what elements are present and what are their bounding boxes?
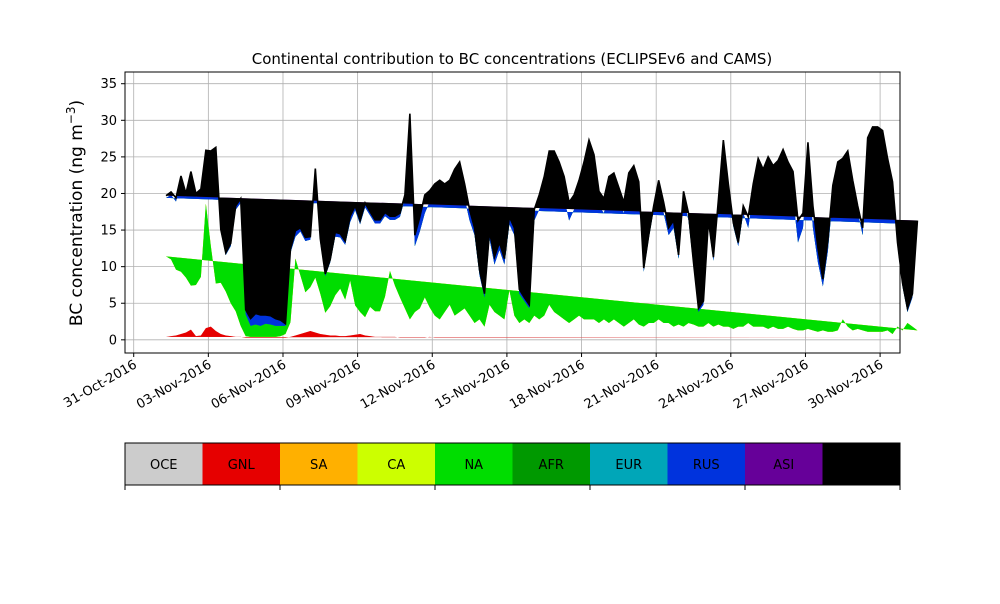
- colorbar-swatch-asi: [745, 443, 823, 485]
- y-tick-label: 30: [100, 114, 117, 129]
- y-tick-label: 20: [100, 187, 117, 202]
- colorbar-swatch-na: [435, 443, 513, 485]
- colorbar-label: GNL: [228, 458, 256, 473]
- colorbar-label: ASI: [773, 458, 794, 473]
- area-na: [166, 203, 918, 337]
- colorbar-swatch-rus: [667, 443, 745, 485]
- colorbar-label: CA: [387, 458, 405, 473]
- y-tick-label: 35: [100, 77, 117, 92]
- colorbar-swatch-oce: [125, 443, 203, 485]
- total-outline: [165, 113, 919, 326]
- colorbar-label: RUS: [693, 458, 720, 473]
- colorbar-swatch-sa: [280, 443, 358, 485]
- colorbar-label: SA: [310, 458, 327, 473]
- y-tick-label: 10: [100, 260, 117, 275]
- y-tick-label: 5: [109, 297, 117, 312]
- y-axis-label: BC concentration (ng m−3): [64, 100, 87, 326]
- y-tick-label: 15: [100, 224, 117, 239]
- colorbar-frame: [124, 442, 901, 486]
- colorbar-swatch-eur: [590, 443, 668, 485]
- y-tick-label: 25: [100, 150, 117, 165]
- area-gnl: [166, 326, 923, 338]
- colorbar: OCE GNL SA CA NA AFR EUR RUS ASI AUS: [124, 442, 901, 490]
- colorbar-swatch-gnl: [202, 443, 280, 485]
- colorbar-label: AUS: [848, 458, 875, 473]
- plot-frame: [124, 71, 901, 354]
- chart-title: Continental contribution to BC concentra…: [252, 50, 773, 68]
- colorbar-swatch-aus: [822, 443, 900, 485]
- colorbar-label: NA: [464, 458, 483, 473]
- colorbar-label: OCE: [150, 458, 178, 473]
- colorbar-label: EUR: [615, 458, 642, 473]
- colorbar-swatch-ca: [357, 443, 435, 485]
- colorbar-swatch-afr: [512, 443, 590, 485]
- y-tick-label: 0: [109, 333, 117, 348]
- colorbar-label: AFR: [539, 458, 564, 473]
